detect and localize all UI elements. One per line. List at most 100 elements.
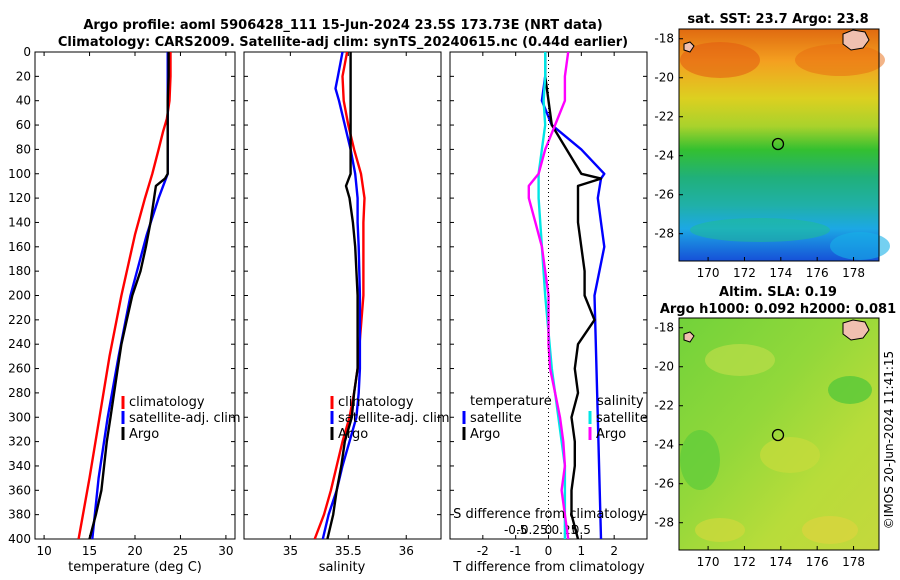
temperature-legend: climatology satellite-adj. clim Argo [121, 395, 241, 442]
difference-xlabel: T difference from climatology [452, 560, 645, 575]
sst-map [678, 28, 890, 262]
depth-tick-label: 400 [8, 532, 31, 546]
figure-title-line1: Argo profile: aoml 5906428_111 15-Jun-20… [83, 18, 602, 33]
island-outline [683, 331, 695, 343]
map-y-tick-label: -18 [654, 321, 674, 335]
legend-label-t-satellite: satellite [470, 411, 522, 426]
salinity-series-0 [313, 52, 366, 539]
legend-heading-temperature: temperature [470, 394, 552, 409]
difference-plot [527, 52, 606, 539]
sla-patch [802, 516, 858, 544]
salinity-plot [313, 52, 366, 539]
legend-label-s-satellite: satellite [596, 411, 648, 426]
sst-warm-patch [795, 44, 885, 76]
depth-tick-label: 240 [8, 337, 31, 351]
depth-tick-label: 340 [8, 459, 31, 473]
depth-tick-label: 40 [16, 94, 31, 108]
map-y-tick-label: -28 [654, 516, 674, 530]
salinity-series-1 [321, 52, 362, 539]
legend-label-satellite: satellite-adj. clim [129, 411, 241, 426]
argo-position-marker [771, 428, 785, 442]
island-outline [842, 29, 870, 51]
salinity-series-2 [326, 52, 359, 539]
difference-legend-salinity: salinity satellite Argo [588, 394, 648, 442]
difference-series-1 [544, 52, 603, 539]
x-tick-label: 36 [399, 544, 414, 558]
sla-patch [680, 430, 720, 490]
salinity-legend: climatology satellite-adj. clim Argo [330, 395, 450, 442]
legend-label-satellite: satellite-adj. clim [338, 411, 450, 426]
legend-label-climatology: climatology [129, 395, 205, 410]
s-diff-tick-label: -0.25 [517, 523, 548, 537]
legend-heading-salinity: salinity [597, 394, 644, 409]
map-x-tick-label: 176 [806, 266, 829, 280]
x-tick-label: -2 [477, 544, 489, 558]
depth-axis: 0 20 40 60 80 100 120 140 160 180 200 220 240 260 280 3… [8, 45, 31, 546]
x-tick-label: 30 [218, 544, 233, 558]
temperature-xlabel: temperature (deg C) [68, 560, 202, 575]
panel-ticks: 10 15 20 25 30 35 35.5 36 -2 -1 0 1 2-0.5-0.250 0.250… [35, 51, 647, 558]
temperature-plot [77, 52, 172, 539]
figure-title-line2: Climatology: CARS2009. Satellite-adj cli… [58, 35, 628, 50]
map-y-tick-label: -22 [654, 110, 674, 124]
map-y-tick-label: -22 [654, 399, 674, 413]
depth-tick-label: 200 [8, 289, 31, 303]
map-y-tick-label: -26 [654, 477, 674, 491]
depth-tick-label: 260 [8, 362, 31, 376]
map-x-tick-label: 170 [697, 555, 720, 569]
depth-tick-label: 120 [8, 191, 31, 205]
depth-tick-label: 300 [8, 410, 31, 424]
legend-label-t-argo: Argo [470, 427, 500, 442]
depth-tick-label: 60 [16, 118, 31, 132]
legend-label-s-argo: Argo [596, 427, 626, 442]
depth-tick-label: 20 [16, 69, 31, 83]
map-x-tick-label: 174 [769, 555, 792, 569]
depth-tick-label: 160 [8, 240, 31, 254]
depth-tick-label: 320 [8, 435, 31, 449]
sst-map-frame [678, 28, 880, 262]
sla-patch [705, 344, 775, 376]
x-tick-label: 10 [36, 544, 51, 558]
map-x-tick-label: 178 [842, 555, 865, 569]
sla-map-frame [678, 317, 880, 551]
sst-cool-patch [830, 232, 890, 260]
map-y-tick-label: -24 [654, 149, 674, 163]
x-tick-label: -1 [510, 544, 522, 558]
island-outline [842, 319, 870, 341]
sla-patch [760, 437, 820, 473]
sla-map-ticks: 170 172 174 176 178 -18 -20 -22 -24 -26 -28 [654, 321, 865, 569]
depth-tick-label: 80 [16, 142, 31, 156]
map-y-tick-label: -26 [654, 188, 674, 202]
map-x-tick-label: 172 [733, 266, 756, 280]
legend-label-argo: Argo [338, 427, 368, 442]
depth-tick-label: 140 [8, 215, 31, 229]
sst-cool-patch [690, 218, 830, 242]
map-x-tick-label: 178 [842, 266, 865, 280]
sla-map [678, 317, 880, 551]
difference-series-2 [537, 52, 567, 539]
map-y-tick-label: -28 [654, 227, 674, 241]
x-tick-label: 35.5 [335, 544, 362, 558]
map-y-tick-label: -24 [654, 438, 674, 452]
depth-tick-label: 180 [8, 264, 31, 278]
x-tick-label: 25 [173, 544, 188, 558]
legend-label-climatology: climatology [338, 395, 414, 410]
sla-patch [695, 518, 745, 542]
s-diff-tick-label: -0.5 [504, 523, 527, 537]
temperature-axes [34, 51, 236, 540]
sst-warm-patch [680, 42, 760, 78]
depth-tick-label: 380 [8, 508, 31, 522]
x-tick-label: 0 [545, 544, 553, 558]
argo-position-marker [771, 137, 785, 151]
x-tick-label: 15 [82, 544, 97, 558]
map-y-tick-label: -20 [654, 71, 674, 85]
difference-legend-temperature: temperature satellite Argo [462, 394, 552, 442]
sst-map-title: sat. SST: 23.7 Argo: 23.8 [687, 12, 868, 27]
s-diff-tick-label: 0 [545, 523, 553, 537]
temperature-series-2 [88, 52, 170, 539]
x-tick-label: 20 [127, 544, 142, 558]
map-x-tick-label: 170 [697, 266, 720, 280]
map-y-tick-label: -20 [654, 360, 674, 374]
map-x-tick-label: 174 [769, 266, 792, 280]
